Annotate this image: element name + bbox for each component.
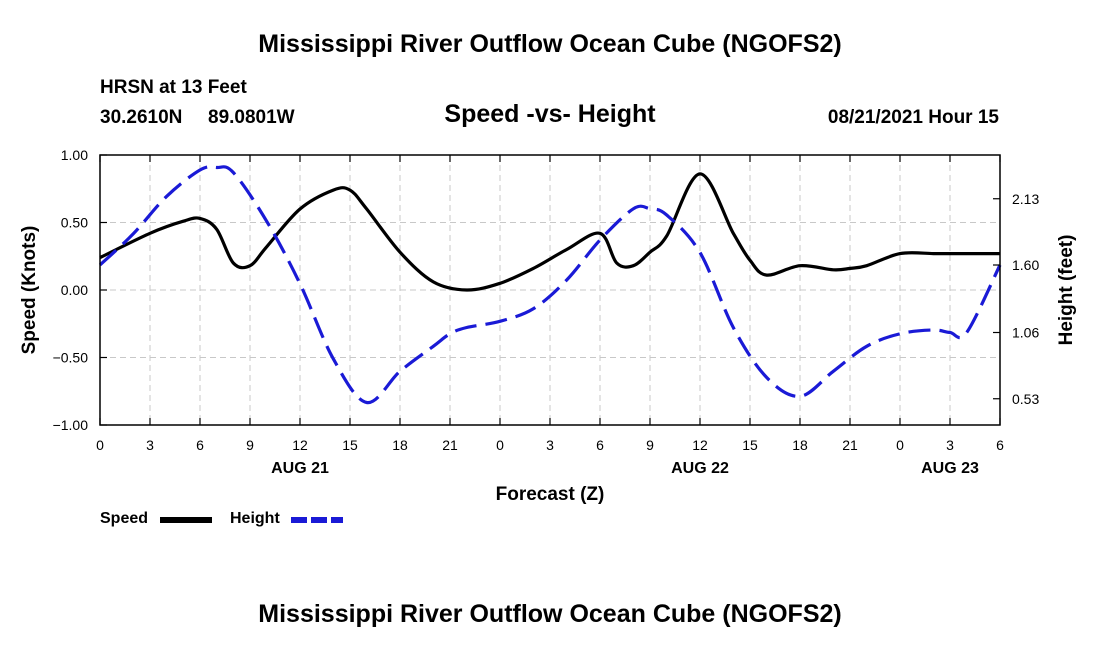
station-longitude: 89.0801W bbox=[208, 107, 295, 128]
grid bbox=[100, 155, 1000, 425]
station-name: HRSN at 13 Feet bbox=[100, 77, 247, 98]
x-tick-label: 3 bbox=[546, 437, 554, 453]
y-tick-label: −1.00 bbox=[53, 417, 89, 433]
y-axis-label: Speed (Knots) bbox=[19, 226, 40, 355]
chart-title-bottom: Mississippi River Outflow Ocean Cube (NG… bbox=[258, 600, 842, 628]
x-tick-label: 18 bbox=[792, 437, 808, 453]
legend-speed-label: Speed bbox=[100, 510, 149, 527]
chart-title-top: Mississippi River Outflow Ocean Cube (NG… bbox=[258, 30, 842, 58]
x-tick-label: 6 bbox=[996, 437, 1004, 453]
x-tick-label: 21 bbox=[442, 437, 458, 453]
x-tick-label: 6 bbox=[596, 437, 604, 453]
x-tick-label: 21 bbox=[842, 437, 858, 453]
x-tick-label: 6 bbox=[196, 437, 204, 453]
chart-subtitle: Speed -vs- Height bbox=[444, 100, 656, 128]
y-tick-label: 1.00 bbox=[61, 147, 88, 163]
x-date-label: AUG 23 bbox=[921, 460, 979, 477]
forecast-timestamp: 08/21/2021 Hour 15 bbox=[827, 107, 999, 128]
x-tick-label: 3 bbox=[946, 437, 954, 453]
x-tick-label: 0 bbox=[496, 437, 504, 453]
x-tick-label: 18 bbox=[392, 437, 408, 453]
x-date-label: AUG 22 bbox=[671, 460, 729, 477]
y-tick-label: 0.00 bbox=[61, 282, 88, 298]
x-tick-label: 15 bbox=[742, 437, 758, 453]
station-latitude: 30.2610N bbox=[100, 107, 183, 128]
x-tick-label: 12 bbox=[292, 437, 308, 453]
axes: 0 3 6 9 12 15 18 21 0 3 6 9 12 15 18 21 0 3 6 −1.00 −0.50 0.0… bbox=[53, 147, 1040, 477]
x-tick-label: 15 bbox=[342, 437, 358, 453]
x-tick-label: 9 bbox=[646, 437, 654, 453]
x-tick-label: 9 bbox=[246, 437, 254, 453]
x-tick-label: 3 bbox=[146, 437, 154, 453]
y-tick-label: 0.50 bbox=[61, 215, 88, 231]
legend-height-label: Height bbox=[230, 510, 280, 527]
x-axis-label: Forecast (Z) bbox=[496, 484, 605, 505]
x-date-label: AUG 21 bbox=[271, 460, 329, 477]
x-tick-label: 0 bbox=[96, 437, 104, 453]
speed-series-line bbox=[99, 172, 1000, 292]
legend-height-swatch bbox=[291, 517, 343, 523]
y2-tick-label: 2.13 bbox=[1012, 191, 1039, 207]
x-tick-label: 12 bbox=[692, 437, 708, 453]
y2-tick-label: 1.06 bbox=[1012, 325, 1039, 341]
y2-axis-label: Height (feet) bbox=[1056, 235, 1077, 346]
series-layer bbox=[98, 165, 1002, 405]
y2-tick-label: 1.60 bbox=[1012, 257, 1039, 273]
y-tick-label: −0.50 bbox=[53, 350, 89, 366]
x-tick-label: 0 bbox=[896, 437, 904, 453]
y2-tick-label: 0.53 bbox=[1012, 391, 1039, 407]
legend-speed-swatch bbox=[160, 517, 212, 523]
height-series-line bbox=[98, 165, 1002, 405]
